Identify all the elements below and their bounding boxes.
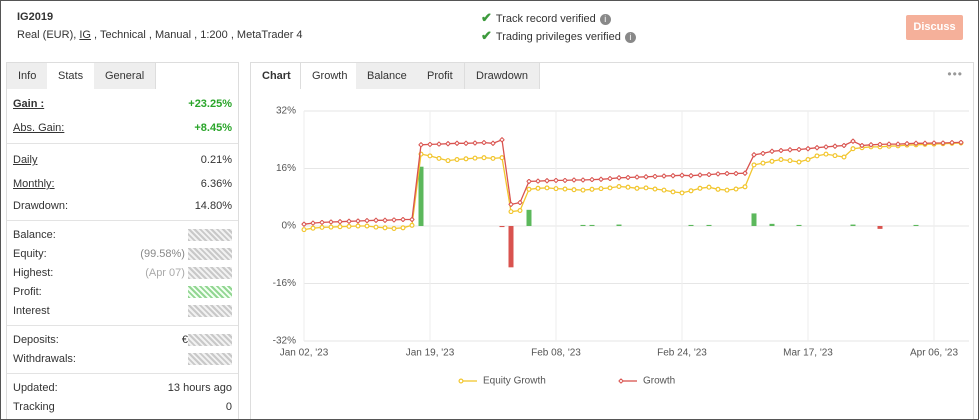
stat-value: 0: [225, 401, 232, 413]
legend-label: Equity Growth: [483, 376, 546, 387]
stat-value: 14.80%: [194, 200, 232, 212]
tab[interactable]: Profit: [416, 63, 465, 89]
stat-label: Withdrawals:: [13, 353, 76, 365]
legend-label: Growth: [643, 376, 675, 387]
stat-value: 0.21%: [200, 154, 232, 166]
stats-panel: Info Stats General Gain : +23.25% Abs. Ga…: [6, 62, 239, 419]
bar: [688, 224, 694, 226]
series-line: [304, 140, 961, 224]
stat-label: Abs. Gain:: [13, 122, 65, 134]
bar: [913, 224, 919, 226]
tab[interactable]: Balance: [356, 63, 419, 89]
bar: [418, 166, 424, 226]
verification-text: Track record verified: [495, 13, 596, 25]
x-tick-label: Feb 08, '23: [531, 348, 581, 359]
chart-panel: Chart Growth Balance Profit Drawdown •••: [250, 62, 974, 419]
stat-label: Updated:: [13, 382, 58, 394]
tab[interactable]: Stats: [47, 63, 96, 89]
stat-value: +23.25%: [188, 98, 232, 110]
bar: [580, 224, 586, 226]
tab[interactable]: Growth: [300, 63, 360, 89]
chart: 32% 16% 0% -16% -32%Jan 02, '23 Jan 19, '23 Fe…: [273, 106, 969, 387]
verification: ✔ Trading privileges verified i: [481, 28, 636, 44]
x-tick-label: Mar 17, '23: [783, 348, 833, 359]
tab[interactable]: Info: [7, 63, 49, 89]
y-tick-label: -16%: [273, 278, 296, 289]
stat-value: 13 hours ago: [167, 382, 232, 394]
stat-label: Drawdown:: [13, 200, 69, 212]
menu[interactable]: •••: [947, 67, 963, 81]
stat-value: +8.45%: [194, 122, 232, 134]
bar: [751, 213, 757, 226]
x-tick-label: Jan 19, '23: [406, 348, 455, 359]
stat-label: Deposits:: [13, 334, 59, 346]
stat-label: Gain :: [13, 98, 45, 110]
bar: [616, 224, 622, 226]
stat-value: €: [181, 334, 188, 346]
x-tick-label: Apr 06, '23: [910, 348, 958, 359]
y-tick-label: 0%: [282, 221, 297, 232]
series-line: [301, 140, 964, 233]
bar: [499, 226, 505, 228]
meta: Real (EUR),: [17, 29, 77, 41]
bar: [706, 224, 712, 226]
account-meta: Real (EUR), IG , Technical , Manual , 1:…: [17, 29, 303, 41]
account-title: IG2019: [17, 11, 54, 23]
verification: ✔ Track record verified i: [481, 10, 611, 26]
y-tick-label: 16%: [276, 163, 296, 174]
discuss-button[interactable]: Discuss: [906, 15, 963, 40]
stat-value: (Apr 07): [145, 267, 185, 279]
bar: [589, 224, 595, 226]
chart-tabs-label: Chart: [251, 63, 303, 89]
bar: [508, 226, 514, 268]
stat-label: Tracking: [13, 401, 55, 413]
bar: [526, 209, 532, 226]
broker-link[interactable]: IG: [79, 29, 91, 41]
bar: [850, 224, 856, 226]
stat-label: Equity:: [13, 248, 47, 260]
bar: [769, 223, 775, 226]
tab[interactable]: General: [94, 63, 157, 89]
stat-label: Daily: [13, 154, 38, 166]
stat-value: (99.58%): [140, 248, 185, 260]
y-tick-label: 32%: [276, 106, 296, 117]
stat-label: Highest:: [13, 267, 54, 279]
bar: [796, 224, 802, 226]
stat-label: Profit:: [13, 286, 42, 298]
bar: [877, 226, 883, 229]
verification-text: Trading privileges verified: [495, 31, 621, 43]
stat-value: 6.36%: [200, 178, 232, 190]
meta: , Technical , Manual , 1:200 , MetaTrade…: [94, 29, 303, 41]
x-tick-label: Jan 02, '23: [280, 348, 329, 359]
tab[interactable]: Drawdown: [465, 63, 540, 89]
stat-label: Monthly:: [13, 178, 55, 190]
y-tick-label: -32%: [273, 336, 296, 347]
stat-label: Balance:: [13, 229, 56, 241]
x-tick-label: Feb 24, '23: [657, 348, 707, 359]
stat-label: Interest: [13, 305, 50, 317]
